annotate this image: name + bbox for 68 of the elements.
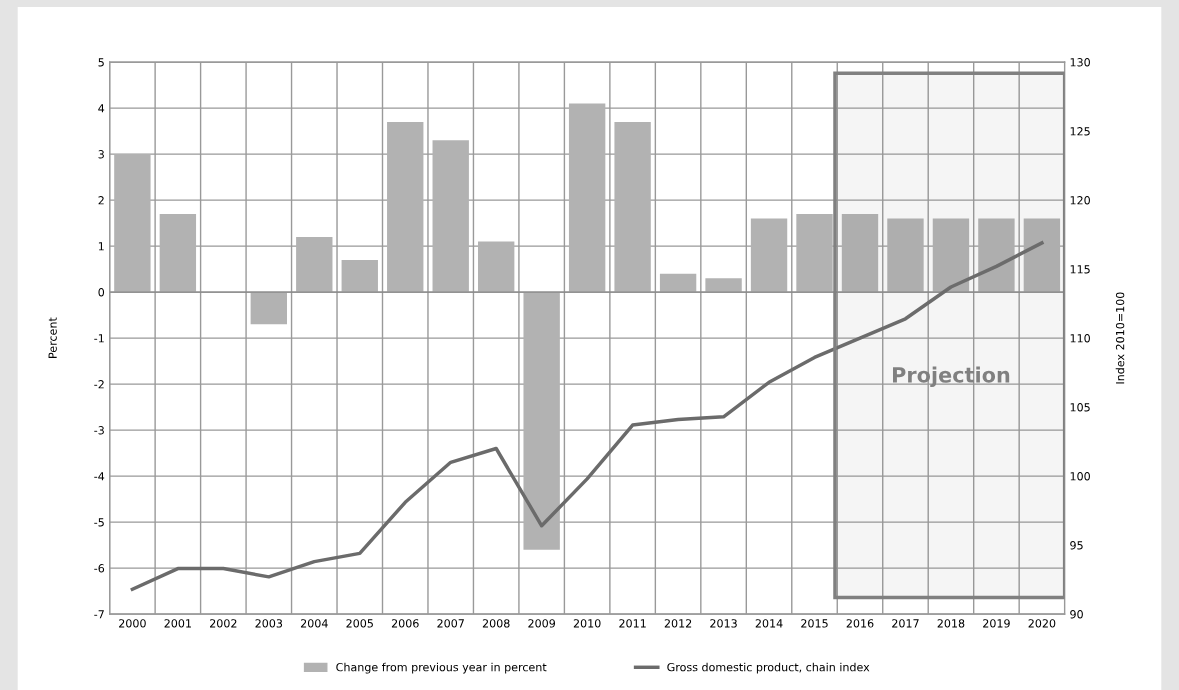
y-tick-label: 3 xyxy=(98,150,104,159)
y-axis-title: Percent xyxy=(48,317,57,358)
line-series xyxy=(130,241,1044,591)
bar xyxy=(296,236,333,293)
bar xyxy=(841,213,879,293)
y-tick-label: 1 xyxy=(98,242,104,251)
bar xyxy=(432,140,469,293)
bar xyxy=(568,103,606,293)
bar xyxy=(750,218,788,293)
x-tick-label: 2012 xyxy=(664,619,692,628)
x-tick-label: 2002 xyxy=(210,619,237,628)
bar xyxy=(114,154,151,293)
x-tick-label: 2008 xyxy=(482,619,510,628)
x-tick-label: 2018 xyxy=(937,619,965,628)
bar xyxy=(614,121,651,293)
bar xyxy=(659,273,697,293)
x-tick-label: 2014 xyxy=(755,619,783,628)
y-tick-label: 2 xyxy=(98,196,104,205)
y2-axis-title: Index 2010=100 xyxy=(1115,292,1125,384)
x-tick-label: 2013 xyxy=(710,619,737,628)
x-tick-label: 2007 xyxy=(437,619,464,628)
y-tick-label: -7 xyxy=(94,610,104,619)
x-tick-label: 2011 xyxy=(619,619,646,628)
x-tick-label: 2004 xyxy=(300,619,328,628)
bar xyxy=(1023,218,1061,293)
y2-tick-label: 125 xyxy=(1070,127,1090,136)
y2-tick-label: 115 xyxy=(1070,265,1090,274)
x-tick-label: 2017 xyxy=(892,619,919,628)
y2-tick-label: 110 xyxy=(1070,334,1090,343)
y-tick-label: -5 xyxy=(94,518,104,527)
bar xyxy=(159,213,197,293)
y2-tick-label: 90 xyxy=(1070,610,1083,619)
y-tick-label: -1 xyxy=(94,334,104,343)
x-tick-label: 2009 xyxy=(528,619,556,628)
x-tick-label: 2020 xyxy=(1028,619,1056,628)
y2-tick-label: 120 xyxy=(1070,196,1090,205)
y2-tick-label: 130 xyxy=(1070,58,1090,67)
bar xyxy=(796,213,833,293)
y2-tick-label: 105 xyxy=(1070,403,1090,412)
y-tick-label: -2 xyxy=(94,380,104,389)
x-tick-label: 2019 xyxy=(983,619,1010,628)
bar xyxy=(341,259,378,293)
x-tick-label: 2006 xyxy=(391,619,419,628)
y-tick-label: -3 xyxy=(94,426,104,435)
x-tick-label: 2003 xyxy=(255,619,283,628)
bar xyxy=(478,241,515,293)
x-tick-label: 2001 xyxy=(164,619,191,628)
bar xyxy=(523,292,560,550)
x-tick-label: 2010 xyxy=(573,619,601,628)
legend-label: Gross domestic product, chain index xyxy=(667,662,870,674)
bar xyxy=(887,218,924,293)
bar xyxy=(387,121,424,293)
y-tick-label: 5 xyxy=(98,58,104,67)
x-tick-label: 2016 xyxy=(846,619,874,628)
x-tick-label: 2005 xyxy=(346,619,373,628)
y-tick-label: 0 xyxy=(98,288,105,297)
bar xyxy=(250,292,287,325)
bar xyxy=(978,218,1015,293)
bar xyxy=(932,218,970,293)
legend-label: Change from previous year in percent xyxy=(336,662,547,674)
x-tick-label: 2015 xyxy=(801,619,828,628)
y-tick-label: -4 xyxy=(94,472,105,481)
x-tick-label: 2000 xyxy=(119,619,146,628)
y-tick-label: -6 xyxy=(94,564,105,573)
y-tick-label: 4 xyxy=(98,104,105,113)
bar xyxy=(705,278,742,293)
y2-tick-label: 100 xyxy=(1070,472,1090,481)
y2-tick-label: 95 xyxy=(1070,541,1083,550)
